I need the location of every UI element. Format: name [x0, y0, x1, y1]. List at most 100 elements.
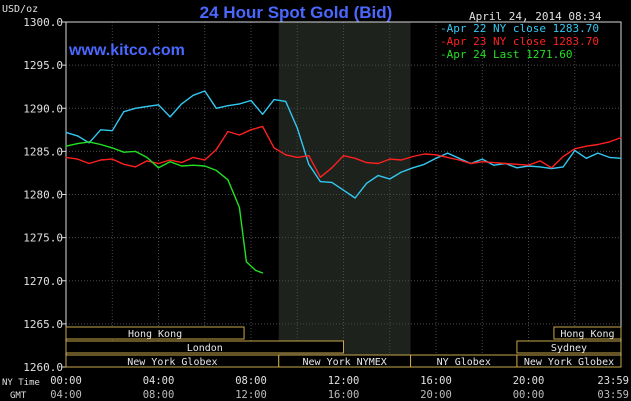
series-point — [65, 156, 67, 159]
series-point — [296, 156, 298, 159]
series-point — [100, 129, 102, 131]
series-point — [620, 136, 622, 139]
series-point — [458, 159, 460, 161]
series-point — [597, 152, 599, 154]
series-point — [123, 151, 125, 153]
series-point — [215, 149, 217, 151]
x-tick-label-ny: 12:00 — [328, 375, 360, 387]
series-point — [504, 162, 506, 165]
series-point — [435, 157, 437, 159]
series-point — [273, 147, 275, 149]
series-point — [308, 155, 310, 157]
series-point — [516, 163, 518, 165]
x-tick-label-ny: 20:00 — [513, 375, 545, 387]
series-point — [134, 166, 136, 168]
series-point — [181, 165, 183, 167]
series-point — [169, 159, 171, 161]
market-session-label: New York NYMEX — [303, 357, 387, 368]
series-point — [285, 154, 287, 156]
series-point — [123, 111, 125, 113]
series-point — [285, 100, 287, 102]
series-point — [527, 164, 530, 166]
series-point — [446, 156, 449, 159]
series-point — [134, 107, 136, 109]
chart-timestamp: April 24, 2014 08:34 — [469, 10, 602, 23]
y-tick-label: 1290.0 — [23, 102, 63, 115]
market-session-label: NY Globex — [437, 357, 491, 368]
series-point — [493, 161, 495, 164]
series-point — [389, 178, 391, 180]
market-session-bar — [516, 340, 622, 354]
x-tick-label-ny: 23:59 — [597, 375, 629, 387]
y-tick-label: 1295.0 — [23, 59, 63, 72]
ny-time-row-label: NY Time — [2, 378, 40, 388]
series-point — [111, 130, 113, 132]
x-tick-label-gmt: 16:00 — [328, 389, 360, 401]
series-point — [539, 166, 541, 168]
series-point — [400, 159, 402, 161]
series-point — [562, 155, 564, 158]
x-tick-label-gmt: 20:00 — [420, 389, 452, 401]
series-point — [273, 99, 275, 101]
market-session-label: Hong Kong — [560, 329, 614, 340]
series-point — [354, 197, 356, 199]
market-session-bar — [516, 354, 622, 368]
market-session-label: London — [187, 343, 223, 354]
x-tick-label-gmt: 00:00 — [513, 389, 545, 401]
series-point — [470, 162, 472, 165]
gmt-row-label: GMT — [10, 391, 27, 401]
series-point — [342, 155, 345, 157]
series-point — [493, 164, 495, 166]
series-point — [354, 157, 356, 159]
market-session-bar — [65, 326, 245, 340]
kitco-website-label: www.kitco.com — [68, 42, 185, 59]
series-point — [250, 99, 252, 102]
series-point — [192, 94, 194, 96]
series-point — [261, 113, 264, 115]
series-point — [516, 167, 518, 169]
legend-entry: -Apr 23 NY close 1283.70 — [440, 35, 599, 48]
series-point — [181, 161, 183, 164]
series-point — [261, 125, 264, 127]
x-tick-label-gmt: 04:00 — [50, 389, 82, 401]
series-point — [204, 165, 206, 167]
series-point — [412, 167, 414, 169]
series-point — [331, 181, 333, 184]
series-point — [123, 163, 125, 165]
series-point — [111, 158, 113, 160]
series-point — [574, 149, 576, 152]
x-axis-ticks: 00:00 04:00 04:00 08:00 08:00 12:00 12:00 16:00… — [50, 375, 629, 401]
y-tick-label: 1280.0 — [23, 189, 63, 202]
series-point — [146, 160, 148, 162]
series-point — [608, 141, 611, 143]
x-tick-label-ny: 16:00 — [420, 375, 452, 387]
series-point — [608, 156, 611, 159]
series-point — [481, 158, 483, 160]
price-series — [65, 90, 622, 274]
x-tick-label-ny: 00:00 — [50, 375, 82, 387]
y-tick-label: 1285.0 — [23, 145, 63, 158]
series-point — [134, 150, 136, 152]
series-point — [366, 182, 368, 184]
x-tick-label-ny: 08:00 — [235, 375, 267, 387]
series-point — [255, 269, 257, 271]
series-point — [331, 167, 333, 169]
series-point — [250, 129, 252, 131]
series-point — [539, 160, 541, 162]
legend-entry: -Apr 24 Last 1271.60 — [440, 48, 572, 61]
y-axis-unit-label: USD/oz — [2, 4, 38, 15]
series-point — [238, 134, 241, 136]
series-point — [319, 176, 321, 178]
series-point — [204, 90, 206, 92]
series-point — [585, 157, 587, 159]
series-point — [562, 166, 564, 168]
series-point — [215, 107, 217, 109]
series-point — [261, 272, 264, 274]
series-point — [76, 135, 79, 137]
market-session-label: Sydney — [551, 343, 587, 354]
legend-entry: -Apr 22 NY close 1283.70 — [440, 22, 599, 35]
y-tick-label: 1265.0 — [23, 318, 63, 331]
y-tick-label: 1300.0 — [23, 16, 63, 29]
series-point — [65, 131, 67, 133]
series-point — [227, 105, 229, 107]
